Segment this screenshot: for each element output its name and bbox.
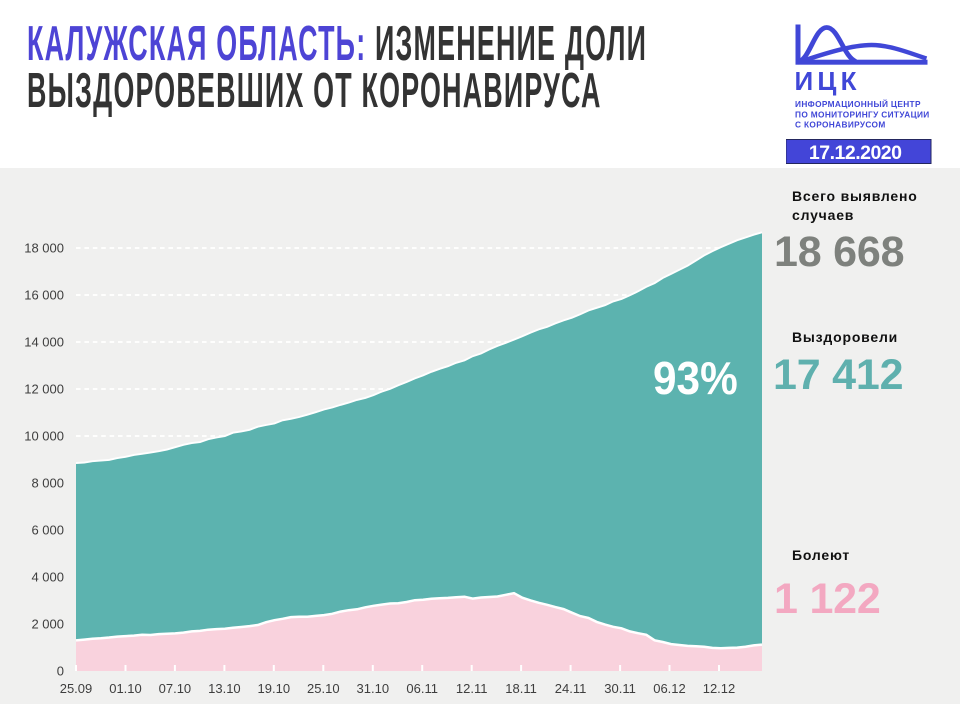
svg-text:10 000: 10 000 [24, 429, 64, 444]
svg-text:ПО МОНИТОРИНГУ СИТУАЦИИ: ПО МОНИТОРИНГУ СИТУАЦИИ [795, 109, 930, 119]
svg-text:13.10: 13.10 [208, 681, 241, 696]
svg-text:12.12: 12.12 [703, 681, 736, 696]
svg-text:25.10: 25.10 [307, 681, 340, 696]
svg-text:0: 0 [57, 664, 64, 679]
svg-text:31.10: 31.10 [357, 681, 390, 696]
svg-text:12 000: 12 000 [24, 382, 64, 397]
svg-text:19.10: 19.10 [258, 681, 291, 696]
svg-text:6 000: 6 000 [31, 523, 64, 538]
svg-text:01.10: 01.10 [109, 681, 142, 696]
svg-text:25.09: 25.09 [60, 681, 93, 696]
svg-text:18 000: 18 000 [24, 241, 64, 256]
svg-text:ИЦК: ИЦК [795, 66, 861, 96]
svg-text:12.11: 12.11 [456, 681, 488, 696]
svg-text:С КОРОНАВИРУСОМ: С КОРОНАВИРУСОМ [795, 120, 886, 130]
svg-text:24.11: 24.11 [555, 681, 587, 696]
svg-text:14 000: 14 000 [24, 335, 64, 350]
svg-text:17.12.2020: 17.12.2020 [809, 142, 902, 164]
svg-text:18.11: 18.11 [505, 681, 537, 696]
svg-text:06.11: 06.11 [406, 681, 438, 696]
svg-text:2 000: 2 000 [31, 617, 64, 632]
svg-text:30.11: 30.11 [604, 681, 636, 696]
svg-text:4 000: 4 000 [31, 570, 64, 585]
svg-text:8 000: 8 000 [31, 476, 64, 491]
svg-text:ИНФОРМАЦИОННЫЙ ЦЕНТР: ИНФОРМАЦИОННЫЙ ЦЕНТР [795, 98, 921, 109]
svg-text:06.12: 06.12 [653, 681, 686, 696]
svg-text:16 000: 16 000 [24, 288, 64, 303]
svg-text:07.10: 07.10 [159, 681, 192, 696]
